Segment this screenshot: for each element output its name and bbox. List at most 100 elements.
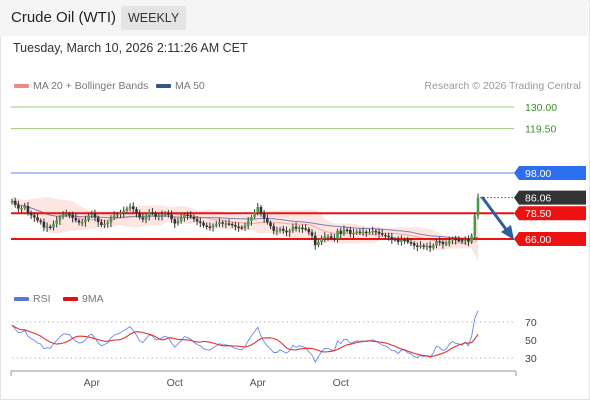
- legend-rsi: RSI: [33, 293, 51, 305]
- price-tag-86.06: [514, 190, 586, 205]
- rsi-ma-swatch-icon: [63, 297, 78, 301]
- candle-body: [77, 220, 81, 223]
- candle-body: [112, 215, 116, 219]
- candle-body: [147, 212, 151, 216]
- candle-body: [406, 239, 410, 243]
- candle-body: [237, 226, 240, 229]
- rsi-tick-50: 50: [525, 335, 537, 347]
- candle-body: [96, 217, 100, 223]
- legend-ma50: MA 50: [175, 80, 205, 92]
- candle-body: [432, 245, 435, 248]
- candle-body: [457, 240, 461, 242]
- candle-body: [250, 216, 253, 222]
- candle-body: [304, 228, 307, 230]
- source-credit: Research © 2026 Trading Central: [424, 80, 581, 92]
- candle-body: [230, 223, 234, 226]
- forecast-arrow-head-icon: [501, 225, 514, 240]
- candle-body: [352, 232, 355, 235]
- candle-body: [119, 212, 122, 215]
- candle-body: [470, 235, 473, 242]
- candle-body: [329, 236, 333, 239]
- candle-body: [90, 213, 94, 216]
- candle-body: [333, 238, 336, 240]
- timeframe-badge[interactable]: WEEKLY: [121, 6, 187, 30]
- candle-body: [45, 226, 49, 229]
- candle-body: [463, 239, 467, 242]
- candle-body: [422, 245, 426, 247]
- candle-body: [425, 245, 429, 248]
- candle-body: [256, 207, 260, 213]
- candle-body: [157, 215, 161, 218]
- candle-body: [170, 214, 173, 220]
- candle-body: [55, 220, 58, 224]
- candle-body: [291, 226, 295, 231]
- candle-body: [345, 229, 349, 232]
- legend-bollinger: MA 20 + Bollinger Bands: [33, 80, 149, 92]
- candle-body: [438, 241, 441, 243]
- candle-body: [285, 230, 288, 233]
- candle-body: [202, 222, 205, 226]
- candle-body: [52, 223, 55, 228]
- rsi-tick-70: 70: [525, 317, 537, 329]
- candle-body: [71, 214, 74, 218]
- chart-header: Crude Oil (WTI) WEEKLY: [0, 0, 588, 36]
- candle-body: [84, 219, 87, 223]
- candle-body: [167, 213, 170, 215]
- candle-body: [288, 230, 291, 233]
- candle-body: [419, 245, 422, 247]
- price-label-98.00: 98.00: [525, 168, 551, 180]
- candle-body: [218, 222, 221, 224]
- candle-body: [234, 224, 237, 227]
- candle-body: [416, 245, 419, 247]
- candle-body: [87, 215, 90, 220]
- candle-body: [269, 222, 272, 227]
- candle-body: [176, 220, 180, 224]
- candle-body: [374, 230, 378, 233]
- candle-body: [141, 217, 145, 220]
- candle-body: [224, 223, 228, 225]
- candle-body: [336, 230, 339, 239]
- candle-body: [208, 226, 212, 229]
- rsi-tick-30: 30: [525, 353, 537, 365]
- candle-body: [384, 234, 387, 237]
- candle-body: [349, 229, 352, 234]
- candle-body: [246, 221, 250, 226]
- candle-body: [262, 213, 266, 219]
- candle-body: [154, 213, 157, 217]
- candle-body: [307, 229, 311, 233]
- time-tick-oct-3: Oct: [333, 377, 349, 389]
- candle-body: [68, 213, 71, 216]
- bollinger-swatch-icon: [14, 84, 29, 88]
- candle-body: [326, 236, 330, 238]
- candle-body: [342, 229, 346, 234]
- candle-body: [17, 204, 20, 209]
- candle-body: [192, 216, 196, 220]
- candle-body: [380, 233, 384, 235]
- candle-body: [128, 206, 132, 209]
- candle-body: [131, 206, 135, 210]
- candle-body: [116, 214, 119, 216]
- candle-body: [20, 208, 23, 210]
- candle-body: [183, 214, 186, 218]
- candle-body: [243, 225, 247, 228]
- candle-body: [454, 238, 457, 241]
- candle-body: [403, 239, 406, 242]
- candle-body: [205, 225, 208, 227]
- candle-body: [214, 223, 218, 226]
- price-tag-78.50: [514, 206, 586, 221]
- candle-body: [444, 243, 448, 245]
- candle-body: [272, 226, 276, 231]
- candle-body: [179, 217, 183, 221]
- candle-body: [103, 223, 106, 226]
- candle-body: [259, 207, 263, 214]
- candle-body: [138, 212, 141, 218]
- candle-body: [278, 228, 282, 231]
- candle-body: [297, 227, 301, 230]
- candle-body: [282, 228, 285, 231]
- price-label-119.50: 119.50: [525, 124, 556, 136]
- ma50-swatch-icon: [156, 84, 171, 88]
- candle-body: [42, 221, 46, 228]
- candle-body: [368, 231, 371, 234]
- candle-body: [301, 227, 304, 230]
- candle-body: [10, 200, 14, 203]
